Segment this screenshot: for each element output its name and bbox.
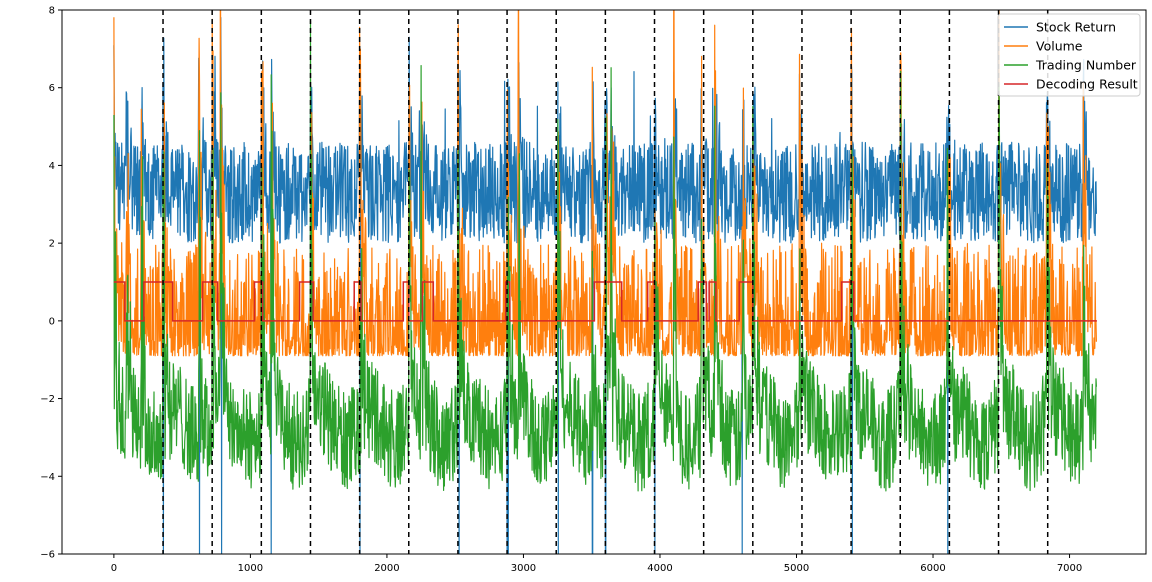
legend-box [997, 13, 1141, 97]
x-tick-label: 5000 [784, 563, 809, 574]
legend-label: Stock Return [1036, 20, 1116, 35]
x-tick-label: 0 [111, 563, 117, 574]
volume-line [113, 10, 1097, 357]
y-tick-label: −6 [40, 550, 55, 561]
y-tick-label: −2 [40, 394, 55, 405]
legend-label: Trading Number [1035, 58, 1137, 73]
y-tick-label: 2 [49, 239, 55, 250]
legend-label: Volume [1036, 39, 1083, 54]
y-tick-label: 4 [49, 161, 55, 172]
y-tick-label: 0 [49, 316, 55, 327]
x-axis: 0 1000 2000 3000 4000 5000 6000 7000 [111, 554, 1082, 574]
legend-label: Decoding Result [1036, 77, 1138, 92]
x-tick-label: 1000 [238, 563, 263, 574]
y-tick-label: −4 [40, 472, 55, 483]
x-tick-label: 4000 [647, 563, 672, 574]
trading-number-line [113, 20, 1097, 492]
x-tick-label: 6000 [920, 563, 945, 574]
x-tick-label: 2000 [374, 563, 399, 574]
legend: Stock Return Volume Trading Number Decoding… [997, 13, 1141, 97]
y-tick-label: 8 [49, 6, 55, 17]
y-axis: −6 −4 −2 0 2 4 6 8 [40, 6, 62, 561]
x-tick-label: 3000 [511, 563, 536, 574]
y-tick-label: 6 [49, 83, 55, 94]
boundary-lines [162, 10, 1049, 554]
decoding-result-line [113, 281, 1097, 322]
x-tick-label: 7000 [1057, 563, 1082, 574]
plot-frame [61, 9, 1147, 555]
